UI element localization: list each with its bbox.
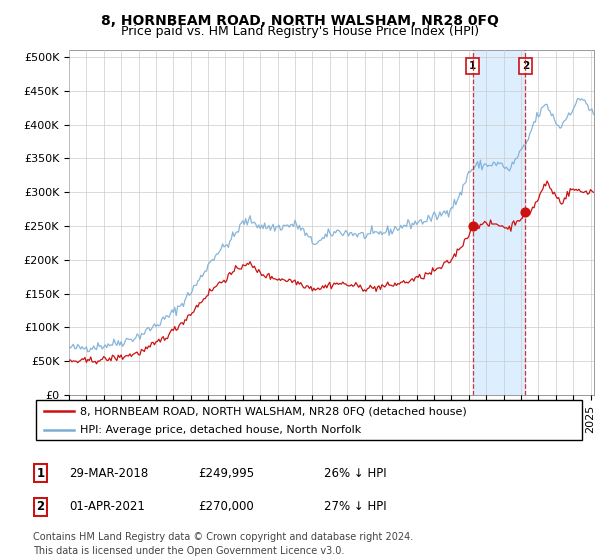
Text: 26% ↓ HPI: 26% ↓ HPI	[324, 466, 386, 480]
Text: 1: 1	[37, 466, 44, 480]
Text: Contains HM Land Registry data © Crown copyright and database right 2024.
This d: Contains HM Land Registry data © Crown c…	[33, 533, 413, 556]
FancyBboxPatch shape	[36, 400, 582, 440]
Text: HPI: Average price, detached house, North Norfolk: HPI: Average price, detached house, Nort…	[80, 425, 361, 435]
Text: 8, HORNBEAM ROAD, NORTH WALSHAM, NR28 0FQ (detached house): 8, HORNBEAM ROAD, NORTH WALSHAM, NR28 0F…	[80, 407, 466, 417]
FancyBboxPatch shape	[34, 498, 47, 516]
Text: 2: 2	[37, 500, 44, 514]
Text: 01-APR-2021: 01-APR-2021	[69, 500, 145, 514]
Text: 2: 2	[522, 61, 529, 71]
Text: 8, HORNBEAM ROAD, NORTH WALSHAM, NR28 0FQ: 8, HORNBEAM ROAD, NORTH WALSHAM, NR28 0F…	[101, 14, 499, 28]
Text: 1: 1	[469, 61, 476, 71]
Text: 27% ↓ HPI: 27% ↓ HPI	[324, 500, 386, 514]
Text: Price paid vs. HM Land Registry's House Price Index (HPI): Price paid vs. HM Land Registry's House …	[121, 25, 479, 38]
Bar	[473, 50, 526, 395]
Point	[521, 208, 530, 217]
Point	[468, 222, 478, 231]
FancyBboxPatch shape	[34, 464, 47, 482]
Text: £249,995: £249,995	[198, 466, 254, 480]
Text: £270,000: £270,000	[198, 500, 254, 514]
Text: 29-MAR-2018: 29-MAR-2018	[69, 466, 148, 480]
